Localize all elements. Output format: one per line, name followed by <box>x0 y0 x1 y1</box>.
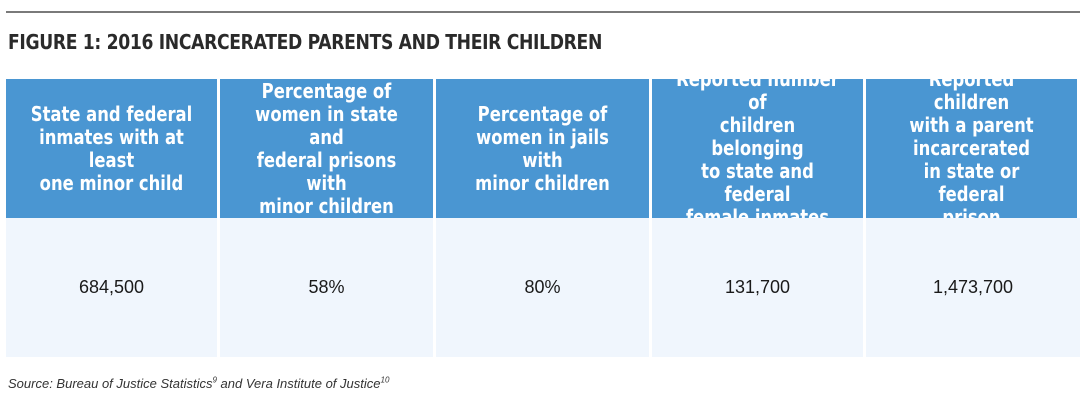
header-label: Reported number of children belonging to… <box>676 79 839 218</box>
table-value-cell: 80% <box>436 218 652 357</box>
table-header-cell: Percentage of women in state and federal… <box>220 79 436 218</box>
table-header-cell: State and federal inmates with at least … <box>6 79 220 218</box>
figure-title: FIGURE 1: 2016 INCARCERATED PARENTS AND … <box>8 30 603 54</box>
table-header-cell: Reported children with a parent incarcer… <box>866 79 1080 218</box>
table-value-cell: 1,473,700 <box>866 218 1080 357</box>
header-label: Percentage of women in state and federal… <box>255 79 398 218</box>
source-middle: and Vera Institute of Justice <box>216 376 381 391</box>
table-header-cell: Percentage of women in jails with minor … <box>436 79 652 218</box>
header-label: Percentage of women in jails with minor … <box>475 101 610 195</box>
footnote-ref: 9 <box>212 375 217 385</box>
source-prefix: Source: Bureau of Justice Statistics <box>8 376 213 391</box>
header-label: Reported children with a parent incarcer… <box>909 79 1034 218</box>
table-value-cell: 58% <box>220 218 436 357</box>
table-value-cell: 684,500 <box>6 218 220 357</box>
table-value-cell: 131,700 <box>652 218 866 357</box>
top-rule <box>6 11 1080 13</box>
data-table: State and federal inmates with at least … <box>6 79 1080 357</box>
footnote-ref: 10 <box>380 375 390 385</box>
header-label: State and federal inmates with at least … <box>30 101 193 195</box>
source-note: Source: Bureau of Justice Statistics9 an… <box>8 376 389 391</box>
table-header-cell: Reported number of children belonging to… <box>652 79 866 218</box>
